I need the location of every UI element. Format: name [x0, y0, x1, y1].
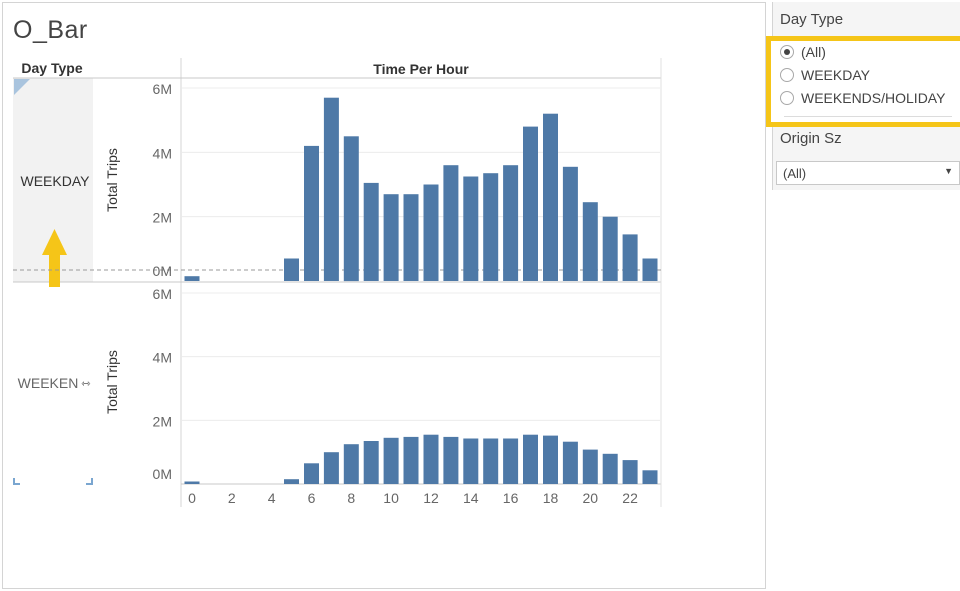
bar[interactable]	[562, 166, 578, 281]
y-tick-label: 0M	[153, 263, 172, 279]
selection-bracket-right	[86, 478, 93, 485]
x-tick-label: 10	[383, 490, 399, 506]
x-tick-label: 2	[228, 490, 236, 506]
bar[interactable]	[323, 97, 339, 281]
bar[interactable]	[184, 276, 200, 281]
x-tick-label: 0	[188, 490, 196, 506]
bar[interactable]	[284, 258, 299, 282]
origin-sz-value: (All)	[783, 166, 807, 181]
bar[interactable]	[562, 441, 578, 484]
bar[interactable]	[503, 165, 519, 281]
bar[interactable]	[523, 434, 538, 484]
sheet-title: O_Bar	[13, 16, 88, 44]
bar[interactable]	[523, 126, 538, 281]
radio-all[interactable]: (All)	[780, 42, 826, 62]
radio-unchecked-icon[interactable]	[780, 91, 794, 105]
y-tick-label: 6M	[153, 81, 172, 97]
y-axis-title-bottom: Total Trips	[104, 350, 120, 414]
row-dim-header[interactable]: Day Type	[21, 60, 82, 76]
filter-separator	[784, 116, 952, 117]
row-label-weekend[interactable]: WEEKEN	[18, 375, 79, 391]
bar[interactable]	[343, 136, 359, 282]
y-tick-label: 2M	[153, 413, 172, 429]
bar-chart: Day Type Time Per Hour WEEKDAY WEEKEN ⇿ …	[13, 58, 662, 507]
bar[interactable]	[543, 113, 558, 281]
bar[interactable]	[602, 216, 618, 281]
bar[interactable]	[642, 470, 658, 484]
y-tick-label: 4M	[153, 145, 172, 161]
selection-corner	[14, 79, 30, 95]
worksheet-panel	[2, 2, 766, 589]
x-tick-label: 18	[543, 490, 559, 506]
x-tick-label: 8	[347, 490, 355, 506]
col-dim-header[interactable]: Time Per Hour	[373, 61, 469, 77]
origin-sz-dropdown[interactable]: (All) ▼	[776, 161, 960, 185]
bar[interactable]	[383, 437, 399, 484]
bar[interactable]	[304, 145, 319, 281]
bar[interactable]	[483, 173, 499, 281]
y-tick-label: 6M	[153, 286, 172, 302]
resize-cursor-icon: ⇿	[81, 378, 90, 390]
bar[interactable]	[503, 438, 519, 485]
x-tick-label: 6	[308, 490, 316, 506]
y-axis-title-top: Total Trips	[104, 148, 120, 212]
bar[interactable]	[642, 258, 658, 282]
bar[interactable]	[463, 438, 479, 485]
bar[interactable]	[403, 436, 419, 484]
bar[interactable]	[184, 481, 200, 485]
row-label-weekday[interactable]: WEEKDAY	[21, 173, 91, 189]
highlight-box	[766, 36, 960, 127]
bar[interactable]	[602, 453, 618, 484]
radio-weekday-label: WEEKDAY	[801, 67, 870, 83]
bar[interactable]	[363, 441, 379, 484]
bar[interactable]	[463, 176, 479, 282]
bar[interactable]	[363, 182, 379, 281]
bar[interactable]	[483, 438, 499, 485]
bar[interactable]	[582, 449, 598, 484]
bar[interactable]	[443, 436, 459, 484]
bar[interactable]	[423, 184, 439, 282]
y-tick-label: 4M	[153, 350, 172, 366]
bar[interactable]	[582, 202, 598, 281]
up-arrow-icon	[42, 229, 67, 287]
bar[interactable]	[343, 444, 359, 484]
x-tick-label: 4	[268, 490, 276, 506]
bar[interactable]	[403, 194, 419, 281]
x-tick-label: 22	[622, 490, 638, 506]
bar[interactable]	[423, 434, 439, 484]
bar[interactable]	[383, 194, 399, 281]
y-tick-label: 0M	[153, 466, 172, 482]
bar[interactable]	[304, 463, 319, 484]
bar[interactable]	[284, 479, 299, 484]
x-tick-label: 16	[503, 490, 519, 506]
radio-weekends-label: WEEKENDS/HOLIDAY	[801, 90, 946, 106]
radio-checked-icon[interactable]	[780, 45, 794, 59]
radio-weekday[interactable]: WEEKDAY	[780, 65, 870, 85]
x-tick-label: 12	[423, 490, 439, 506]
day-type-filter-title: Day Type	[780, 11, 844, 28]
x-tick-label: 20	[583, 490, 599, 506]
bar[interactable]	[323, 452, 339, 484]
selection-bracket-left	[13, 478, 20, 485]
radio-weekends-holiday[interactable]: WEEKENDS/HOLIDAY	[780, 88, 945, 108]
chevron-down-icon[interactable]: ▼	[944, 166, 953, 176]
bar[interactable]	[543, 435, 558, 484]
y-tick-label: 2M	[153, 210, 172, 226]
origin-sz-filter-title: Origin Sz	[780, 130, 842, 147]
x-tick-label: 14	[463, 490, 479, 506]
radio-all-label: (All)	[801, 44, 826, 60]
bar[interactable]	[443, 165, 459, 281]
radio-unchecked-icon[interactable]	[780, 68, 794, 82]
bar[interactable]	[622, 234, 638, 281]
bar[interactable]	[622, 460, 638, 484]
